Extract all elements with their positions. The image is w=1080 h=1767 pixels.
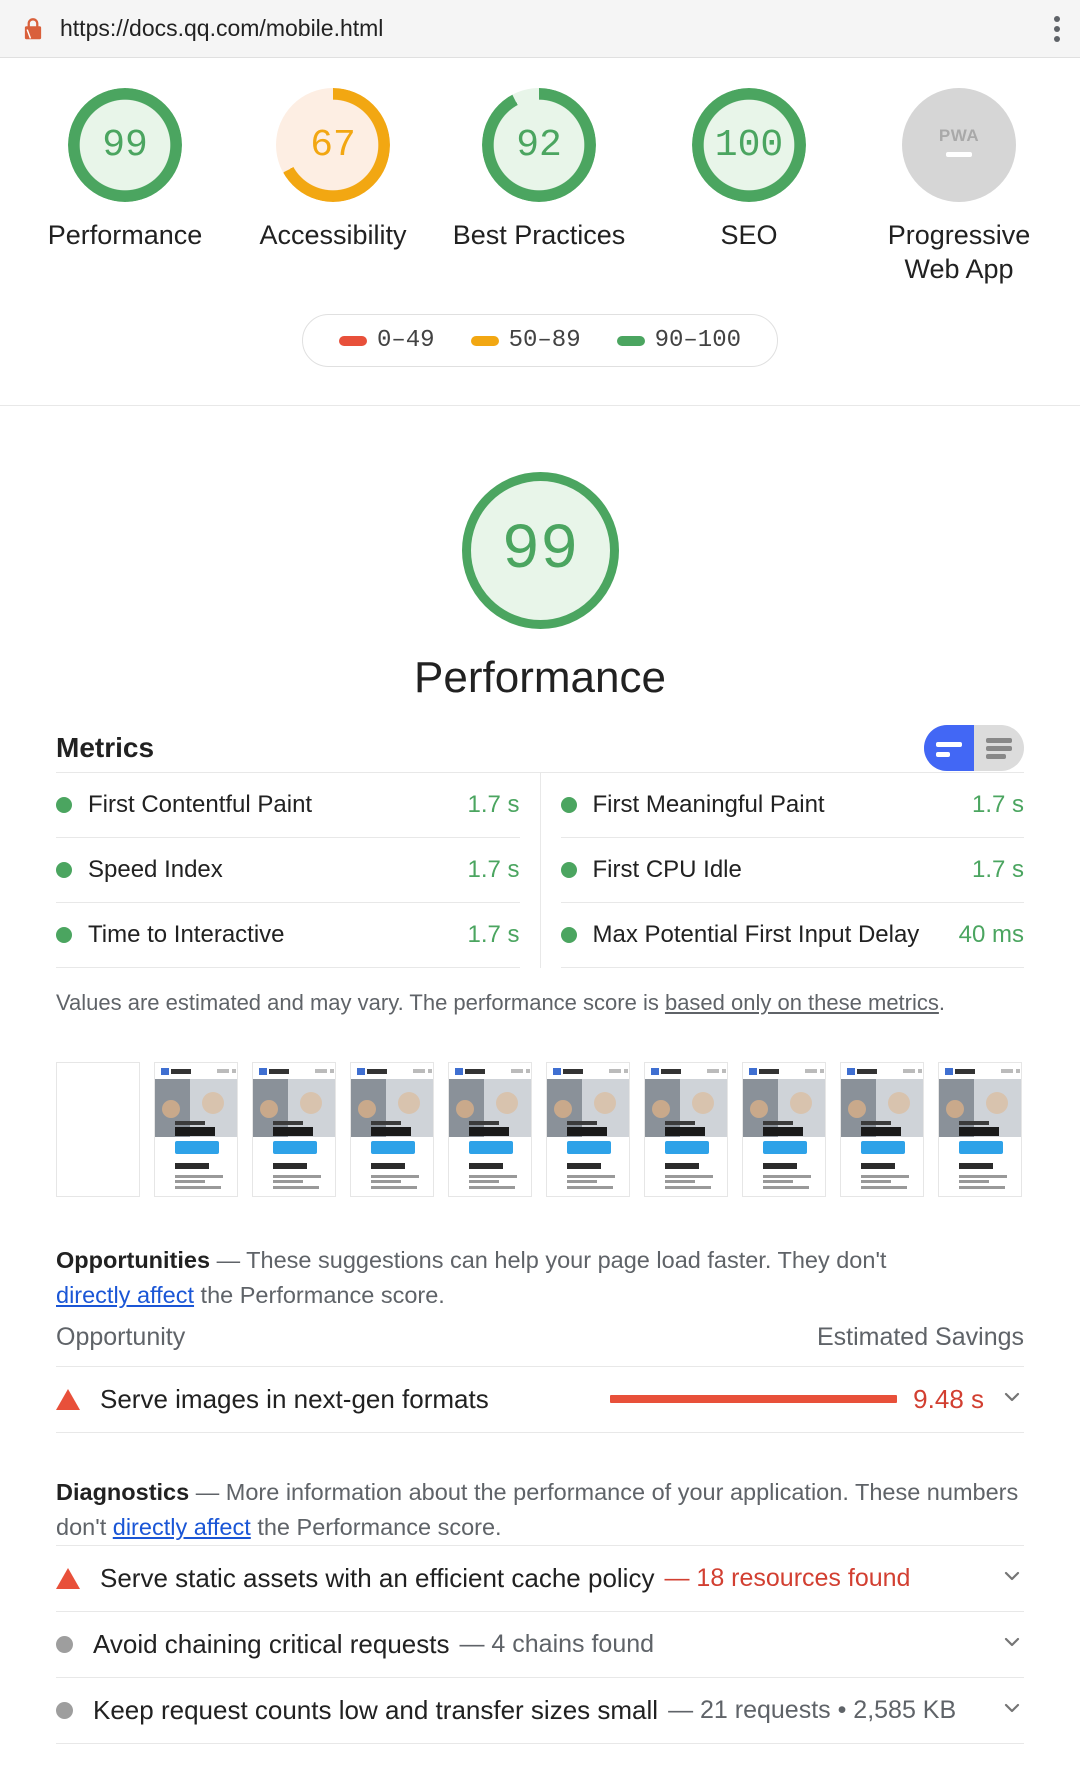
svg-text:PWA: PWA: [939, 126, 979, 145]
